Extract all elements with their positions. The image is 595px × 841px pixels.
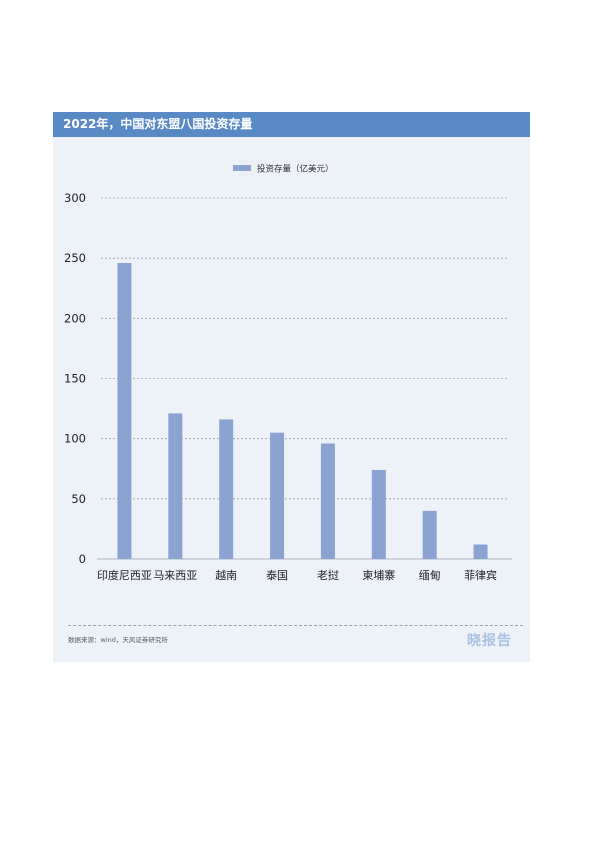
legend-label: 投资存量（亿美元） xyxy=(257,164,334,175)
bar xyxy=(473,544,488,559)
y-tick-label: 0 xyxy=(79,552,86,566)
chart-title: 2022年，中国对东盟八国投资存量 xyxy=(53,112,530,137)
x-tick-label: 柬埔寨 xyxy=(362,568,395,582)
x-tick-label: 老挝 xyxy=(317,568,339,582)
x-tick-label: 菲律宾 xyxy=(464,568,497,582)
y-tick-label: 100 xyxy=(64,432,86,446)
x-tick-label: 缅甸 xyxy=(419,568,441,582)
y-tick-label: 50 xyxy=(71,492,86,506)
chart-panel: 2022年，中国对东盟八国投资存量 投资存量（亿美元） 0 50 100 150 200 2… xyxy=(53,112,530,662)
x-tick-label: 泰国 xyxy=(266,568,288,582)
data-source: 数据来源：wind，天风证券研究所 xyxy=(68,636,168,644)
x-tick-label: 越南 xyxy=(215,568,237,582)
brand-logo: 晓报告 xyxy=(467,633,512,649)
bar xyxy=(270,432,285,559)
bar xyxy=(219,419,234,559)
x-tick-label: 马来西亚 xyxy=(153,569,197,582)
y-tick-label: 200 xyxy=(64,311,86,325)
bar-chart: 投资存量（亿美元） 0 50 100 150 200 250 300 印度尼西亚 马来西亚 越南 泰国… xyxy=(64,164,512,582)
x-tick-label: 印度尼西亚 xyxy=(97,568,152,582)
bar xyxy=(117,262,132,559)
bar xyxy=(168,413,183,559)
y-tick-label: 150 xyxy=(64,372,86,386)
bar xyxy=(371,469,386,559)
bar xyxy=(422,510,437,559)
y-tick-label: 300 xyxy=(64,191,86,205)
y-tick-label: 250 xyxy=(64,251,86,265)
bar xyxy=(320,443,335,559)
footer-divider xyxy=(68,625,523,626)
legend-swatch xyxy=(233,165,251,171)
